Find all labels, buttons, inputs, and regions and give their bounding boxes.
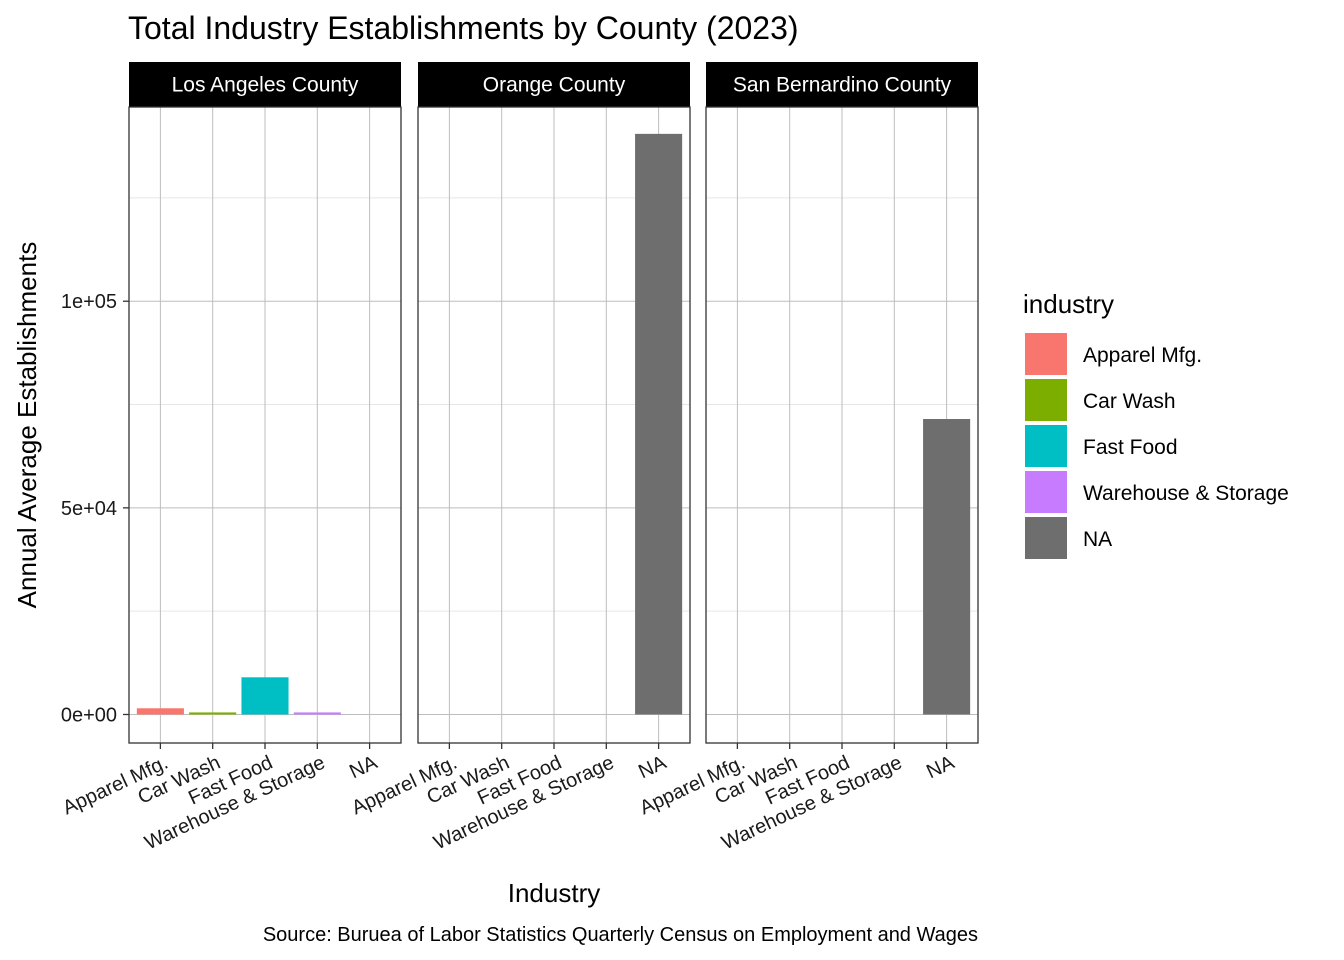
x-tick-label: NA bbox=[923, 751, 958, 783]
y-tick-label: 1e+05 bbox=[61, 291, 117, 313]
legend-swatch bbox=[1025, 471, 1067, 513]
facet-strip-label: Los Angeles County bbox=[172, 74, 359, 97]
legend-items: Apparel Mfg. Car Wash Fast Food Warehouse &… bbox=[1025, 333, 1289, 559]
legend-title: industry bbox=[1023, 289, 1114, 319]
bar bbox=[293, 712, 341, 715]
y-tick-label: 0e+00 bbox=[61, 704, 117, 726]
bar bbox=[136, 708, 184, 715]
legend-label: Apparel Mfg. bbox=[1083, 344, 1202, 367]
chart-title: Total Industry Establishments by County … bbox=[128, 10, 799, 46]
bar bbox=[189, 712, 237, 715]
bar bbox=[635, 133, 683, 715]
legend-swatch bbox=[1025, 517, 1067, 559]
legend: industry Apparel Mfg. Car Wash Fast Food Wa… bbox=[1023, 289, 1289, 559]
facet-strip-label: San Bernardino County bbox=[733, 74, 952, 97]
facet-strip bbox=[129, 62, 401, 107]
bar bbox=[241, 677, 289, 715]
legend-swatch bbox=[1025, 425, 1067, 467]
legend-swatch bbox=[1025, 333, 1067, 375]
x-tick-label: NA bbox=[635, 751, 670, 783]
facet-strip bbox=[706, 62, 978, 107]
legend-label: NA bbox=[1083, 528, 1112, 551]
legend-label: Fast Food bbox=[1083, 436, 1178, 459]
chart-caption: Source: Buruea of Labor Statistics Quart… bbox=[263, 924, 978, 946]
x-tick-label: NA bbox=[346, 751, 381, 783]
y-axis-title: Annual Average Establishments bbox=[12, 242, 42, 609]
facet-strip bbox=[418, 62, 690, 107]
facet-strip-label: Orange County bbox=[483, 74, 626, 97]
y-axis: 0e+00 5e+04 1e+05 bbox=[61, 291, 129, 726]
legend-swatch bbox=[1025, 379, 1067, 421]
y-tick-label: 5e+04 bbox=[61, 498, 117, 520]
bar bbox=[923, 419, 971, 715]
x-axis-title: Industry bbox=[508, 878, 601, 908]
legend-label: Car Wash bbox=[1083, 390, 1176, 413]
legend-label: Warehouse & Storage bbox=[1083, 482, 1289, 505]
